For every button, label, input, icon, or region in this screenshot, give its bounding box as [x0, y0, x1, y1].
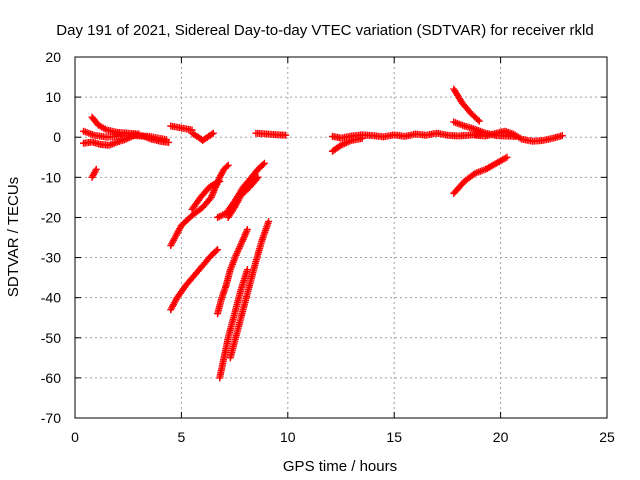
data-point — [224, 161, 232, 169]
data-track — [214, 225, 251, 318]
data-point — [358, 134, 366, 142]
y-tick-label: 20 — [45, 49, 61, 65]
chart-title: Day 191 of 2021, Sidereal Day-to-day VTE… — [56, 22, 593, 39]
x-tick-label: 25 — [599, 429, 615, 445]
data-track — [328, 134, 366, 155]
data-track — [216, 266, 251, 382]
data-points — [80, 85, 566, 382]
data-point — [475, 117, 483, 125]
data-track — [471, 127, 566, 145]
x-tick-label: 15 — [386, 429, 402, 445]
y-tick-label: 0 — [53, 129, 61, 145]
data-track — [450, 85, 483, 125]
data-point — [282, 131, 290, 139]
y-axis-label: SDTVAR / TECUs — [5, 177, 22, 297]
plot-frame — [74, 56, 608, 419]
x-axis-label: GPS time / hours — [283, 458, 397, 475]
data-point — [212, 247, 220, 255]
axis-ticks: 0 5 10 15 20 25 -70 -60 -50 -40 -30 -20 -10 0 10 20 — [41, 49, 615, 445]
data-point — [91, 167, 99, 175]
data-point — [254, 173, 262, 181]
data-point — [208, 130, 216, 138]
y-tick-label: -50 — [41, 330, 61, 346]
data-point — [474, 116, 482, 124]
y-tick-label: -40 — [41, 290, 61, 306]
data-point — [243, 266, 251, 274]
data-point — [259, 160, 267, 168]
data-point — [214, 246, 222, 254]
data-track — [252, 129, 290, 139]
data-point — [253, 175, 261, 183]
x-tick-label: 10 — [280, 429, 296, 445]
data-point — [163, 136, 171, 144]
y-tick-label: -10 — [41, 169, 61, 185]
data-point — [503, 153, 511, 161]
x-tick-label: 0 — [71, 429, 79, 445]
data-track — [224, 173, 262, 221]
data-track — [188, 129, 217, 144]
data-track — [167, 246, 222, 314]
data-point — [92, 165, 100, 173]
y-tick-label: -30 — [41, 250, 61, 266]
y-tick-label: -60 — [41, 370, 61, 386]
data-point — [558, 132, 566, 140]
x-tick-label: 20 — [493, 429, 509, 445]
data-track — [188, 177, 224, 213]
data-point — [260, 159, 268, 167]
data-track — [88, 165, 100, 181]
y-tick-label: -70 — [41, 410, 61, 426]
data-point — [265, 217, 273, 225]
data-track — [226, 217, 273, 362]
data-point — [501, 154, 509, 162]
data-point — [209, 129, 217, 137]
y-tick-label: 10 — [45, 89, 61, 105]
data-point — [243, 225, 251, 233]
data-track — [450, 153, 511, 197]
data-point — [223, 163, 231, 171]
data-point — [216, 177, 224, 185]
data-track — [80, 127, 171, 144]
y-tick-label: -20 — [41, 209, 61, 225]
data-track — [214, 159, 268, 221]
x-tick-label: 5 — [178, 429, 186, 445]
